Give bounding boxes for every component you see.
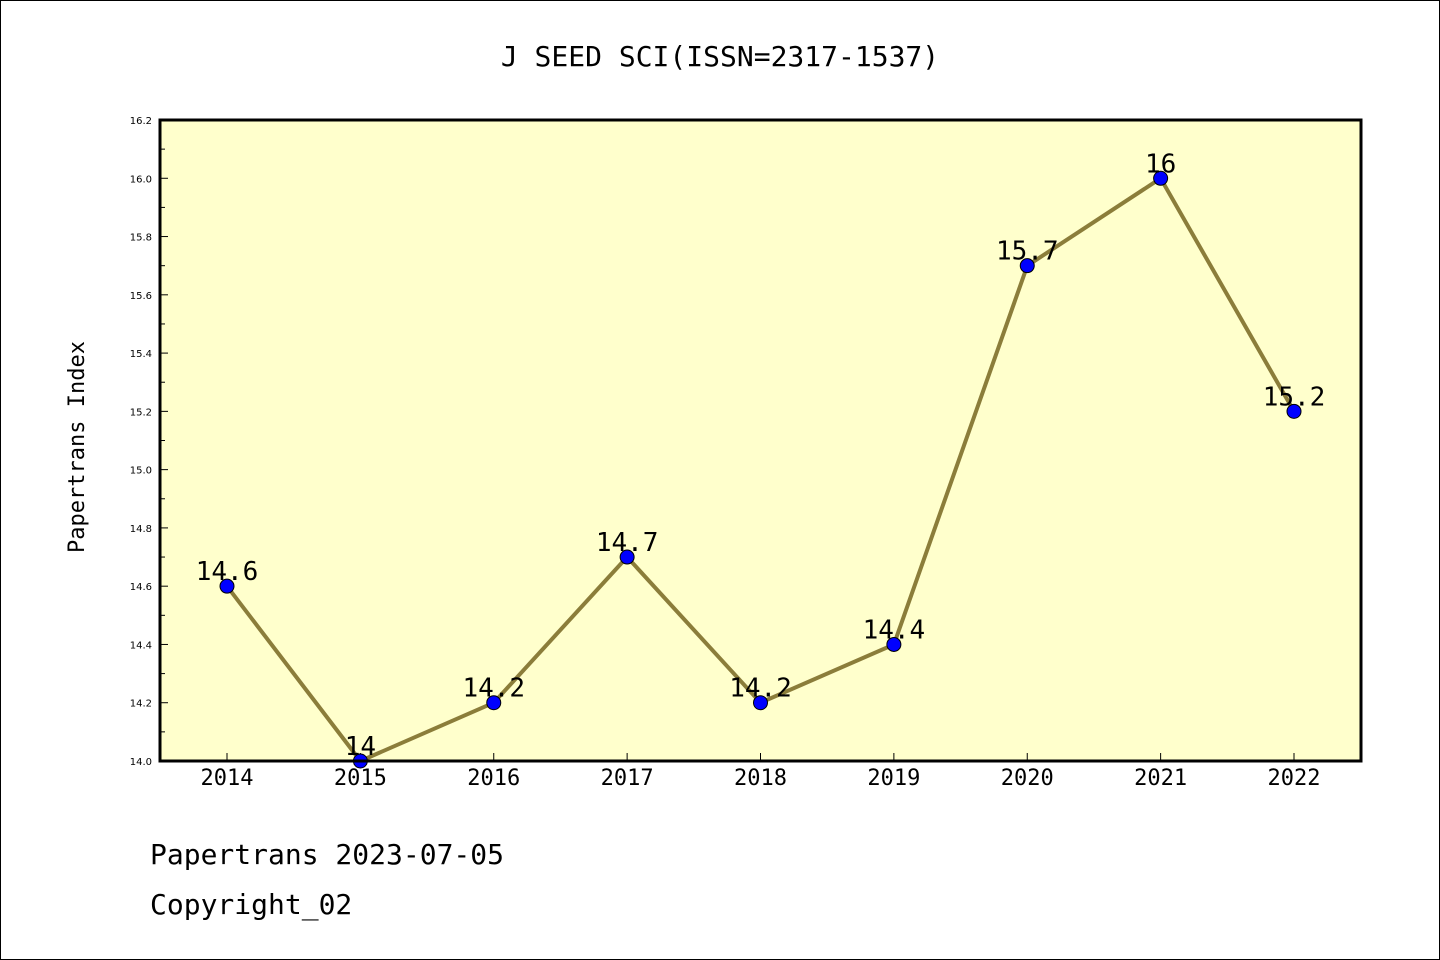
chart-title: J SEED SCI(ISSN=2317-1537)	[501, 40, 939, 73]
data-point	[886, 636, 902, 652]
x-tick-label: 2017	[601, 766, 654, 791]
data-label: 14.2	[729, 674, 792, 704]
x-tick-label: 2014	[201, 766, 254, 791]
x-tick-label: 2022	[1268, 766, 1321, 791]
data-label: 14	[345, 732, 376, 762]
footer-copyright: Copyright_02	[150, 888, 352, 922]
data-label: 14.2	[462, 674, 525, 704]
data-label: 14.4	[863, 615, 926, 645]
x-tick-label: 2020	[1001, 766, 1054, 791]
data-labels: 14.6 14 14.2 14.7 14.2 14.4 15.7 16 15.2	[196, 149, 1326, 762]
data-point	[1286, 403, 1302, 419]
data-label: 14.7	[596, 528, 659, 558]
data-label: 15.7	[996, 237, 1059, 267]
x-axis-ticks: 2014 2015 2016 2017 2018 2019 2020 2021 2022	[201, 753, 1321, 791]
y-tick-label: 14.0	[130, 757, 152, 768]
data-point	[753, 695, 768, 711]
x-tick-label: 2018	[734, 766, 787, 791]
y-tick-label: 16.2	[130, 116, 152, 127]
y-tick-label: 16.0	[130, 174, 152, 185]
data-label: 14.6	[196, 557, 259, 587]
plot-area	[160, 120, 1361, 761]
data-point	[219, 578, 235, 594]
data-point	[1153, 170, 1169, 186]
y-axis-label: Papertrans Index	[65, 341, 90, 553]
y-tick-label: 14.6	[130, 582, 152, 593]
footer-date: Papertrans 2023-07-05	[150, 838, 504, 871]
data-point	[1019, 258, 1035, 274]
x-tick-label: 2015	[334, 766, 387, 791]
data-label: 16	[1145, 149, 1176, 179]
data-point	[619, 549, 635, 565]
y-tick-label: 14.8	[130, 524, 152, 535]
data-label: 15.2	[1263, 382, 1326, 412]
x-tick-label: 2016	[467, 766, 520, 791]
data-point	[486, 695, 502, 711]
y-tick-label: 14.4	[130, 640, 152, 651]
y-tick-label: 15.8	[130, 233, 152, 244]
plot-border	[158, 118, 1363, 763]
x-tick-label: 2021	[1134, 766, 1187, 791]
y-tick-label: 15.0	[130, 466, 152, 477]
y-tick-label: 15.4	[130, 349, 152, 360]
x-tick-label: 2019	[867, 766, 920, 791]
y-tick-label: 15.2	[130, 407, 152, 418]
y-tick-label: 15.6	[130, 291, 152, 302]
y-tick-label: 14.2	[130, 699, 152, 710]
